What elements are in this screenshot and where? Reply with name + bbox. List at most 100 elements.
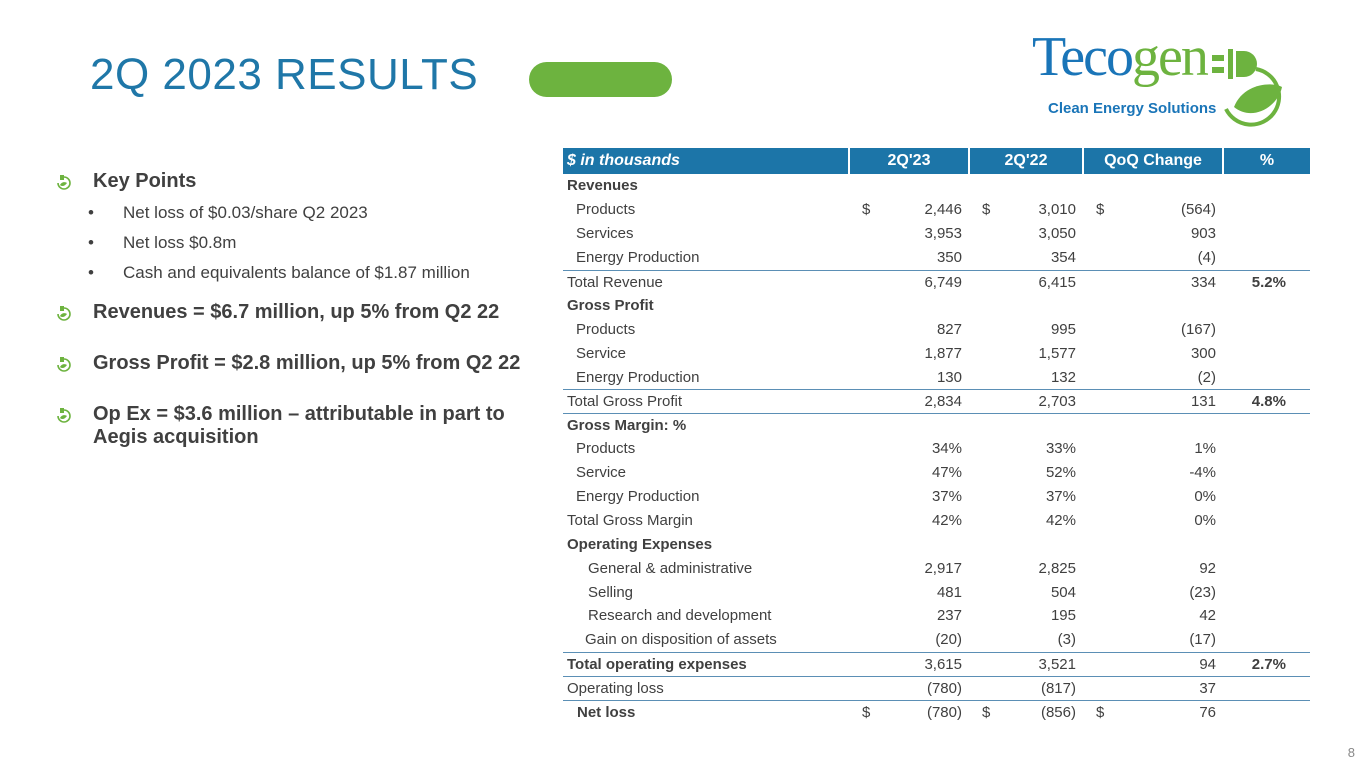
value-cell: 37	[1199, 679, 1216, 697]
header-cell: 2Q'23	[848, 148, 968, 174]
row-label: Service	[576, 464, 627, 482]
value-cell: 47%	[931, 464, 962, 482]
value-cell: $76	[1096, 703, 1216, 721]
value-cell: 33%	[1045, 440, 1076, 458]
value-cell: 3,615	[924, 655, 962, 673]
financial-table: $ in thousands 2Q'23 2Q'22 QoQ Change % …	[563, 148, 1310, 723]
table-row: Net loss $ (780) $ (856) $76	[563, 699, 1310, 724]
value-cell: (23)	[1189, 583, 1216, 601]
bullet-item: Key Points	[55, 170, 535, 193]
table-row: Research and development 237 195 42	[563, 604, 1310, 628]
bullet-item: Revenues = $6.7 million, up 5% from Q2 2…	[55, 301, 535, 324]
value-cell: 1,577	[1038, 344, 1076, 362]
bullet-item: Op Ex = $3.6 million – attributable in p…	[55, 403, 535, 449]
row-label: Gross Margin: %	[567, 416, 687, 434]
value-cell: 481	[936, 583, 962, 601]
table-row: Gross Profit	[563, 293, 1310, 317]
value-cell: 94	[1199, 655, 1216, 673]
table-row: Energy Production 130 132 (2)	[563, 365, 1310, 389]
value-cell: 42	[1199, 607, 1216, 625]
row-label: Energy Production	[576, 249, 700, 267]
row-label: Total Revenue	[567, 273, 663, 291]
dollar-sign: $	[1096, 201, 1105, 219]
value-cell: 350	[936, 249, 962, 267]
table-row: Energy Production 350 354 (4)	[563, 246, 1310, 270]
value-cell: 34%	[931, 440, 962, 458]
header-cell: QoQ Change	[1082, 148, 1222, 174]
table-row: Gain on disposition of assets (20) (3) (17)	[563, 628, 1310, 652]
value-cell: 42%	[931, 511, 962, 529]
value-cell: 42%	[1045, 511, 1076, 529]
table-row: Products 34% 33% 1%	[563, 437, 1310, 461]
value-cell: (20)	[935, 631, 962, 649]
tecogen-logo: Tecogen Clean Energy Solutions	[1020, 25, 1290, 140]
value-cell: 3,050	[1038, 225, 1076, 243]
value-cell: 995	[1050, 320, 1076, 338]
row-label: Operating Expenses	[567, 535, 713, 553]
value-cell: 37%	[931, 488, 962, 506]
row-label: Gain on disposition of assets	[585, 631, 777, 649]
value-cell: (4)	[1197, 249, 1216, 267]
row-label: Energy Production	[576, 488, 700, 506]
value-cell: 2,703	[1038, 392, 1076, 410]
table-row: Operating loss (780) (817) 37	[563, 675, 1310, 700]
value-cell: $ (856)	[982, 703, 1076, 721]
header-cell: $ in thousands	[567, 152, 680, 169]
bullet-item: Gross Profit = $2.8 million, up 5% from …	[55, 352, 535, 375]
row-label: Total operating expenses	[567, 655, 747, 673]
pct-cell: 2.7%	[1251, 655, 1286, 673]
table-row: Service 47% 52% -4%	[563, 461, 1310, 485]
value-cell: (780)	[926, 679, 962, 697]
row-label: Total Gross Margin	[567, 511, 693, 529]
table-row: Selling 481 504 (23)	[563, 580, 1310, 604]
value-cell: -4%	[1189, 464, 1216, 482]
value-cell: 354	[1050, 249, 1076, 267]
table-row: Service 1,877 1,577 300	[563, 341, 1310, 365]
value-cell: 130	[936, 368, 962, 386]
dollar-sign: $	[1096, 703, 1105, 721]
table-row: Products $2,446 $3,010 $ (564)	[563, 198, 1310, 222]
value-cell: (817)	[1040, 679, 1076, 697]
value-cell: 903	[1190, 225, 1216, 243]
table-row: Gross Margin: %	[563, 412, 1310, 437]
dollar-sign: $	[862, 201, 871, 219]
header-cell: 2Q'22	[968, 148, 1082, 174]
value-cell: (3)	[1057, 631, 1076, 649]
table-row: Energy Production 37% 37% 0%	[563, 485, 1310, 509]
value-cell: (2)	[1197, 368, 1216, 386]
sub-bullet: Net loss $0.8m	[55, 231, 525, 255]
dollar-sign: $	[862, 703, 871, 721]
table-row: Operating Expenses	[563, 532, 1310, 556]
plug-bullet-icon	[57, 306, 71, 321]
sub-bullet: Cash and equivalents balance of $1.87 mi…	[55, 261, 525, 285]
value-cell: 504	[1050, 583, 1076, 601]
row-label: Total Gross Profit	[567, 392, 683, 410]
value-cell: $2,446	[862, 201, 962, 219]
sub-bullet: Net loss of $0.03/share Q2 2023	[55, 201, 525, 225]
row-label: Research and development	[588, 607, 772, 625]
row-label: Operating loss	[567, 679, 664, 697]
table-row: Total Gross Margin 42% 42% 0%	[563, 508, 1310, 532]
table-row: Products 827 995 (167)	[563, 317, 1310, 341]
row-label: Service	[576, 344, 627, 362]
slide-title: 2Q 2023 RESULTS	[90, 50, 479, 99]
table-row: General & administrative 2,917 2,825 92	[563, 556, 1310, 580]
pct-cell: 5.2%	[1251, 273, 1286, 291]
key-points: Key Points Net loss of $0.03/share Q2 202…	[55, 170, 535, 477]
row-label: Products	[576, 440, 636, 458]
table-header: $ in thousands 2Q'23 2Q'22 QoQ Change %	[563, 148, 1310, 174]
table-row: Total Revenue 6,749 6,415 334 5.2%	[563, 269, 1310, 294]
value-cell: (17)	[1189, 631, 1216, 649]
row-label: Selling	[588, 583, 634, 601]
value-cell: $ (780)	[862, 703, 962, 721]
value-cell: 1,877	[924, 344, 962, 362]
value-cell: 92	[1199, 559, 1216, 577]
plug-bullet-icon	[57, 175, 71, 190]
logo-tagline: Clean Energy Solutions	[1048, 100, 1217, 117]
bullet-text: Gross Profit = $2.8 million, up 5% from …	[93, 352, 521, 374]
row-label: Products	[576, 201, 636, 219]
row-label: Products	[576, 320, 636, 338]
value-cell: 1%	[1194, 440, 1216, 458]
value-cell: $3,010	[982, 201, 1076, 219]
value-cell: 52%	[1045, 464, 1076, 482]
